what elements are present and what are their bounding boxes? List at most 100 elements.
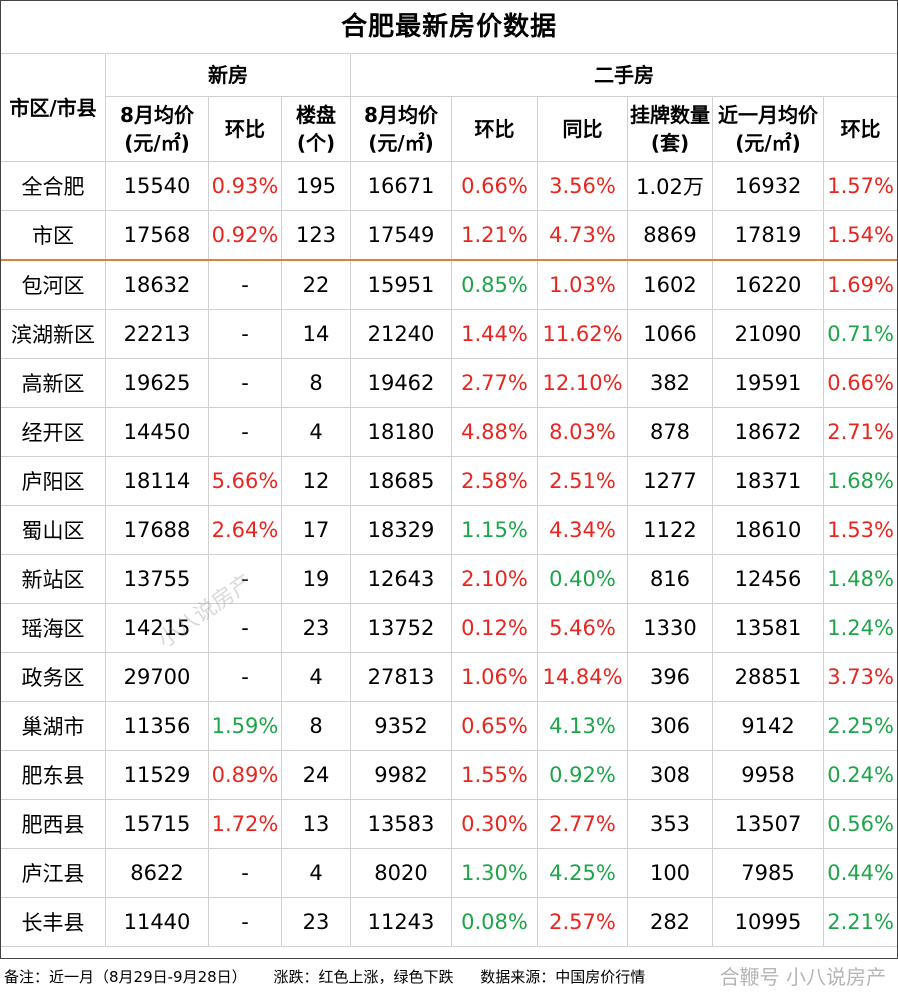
- sh-price-cell: 19462: [350, 358, 452, 408]
- district-cell: 巢湖市: [0, 701, 106, 751]
- sh-mom-cell: 2.58%: [451, 456, 538, 506]
- sh-price-cell: 16671: [350, 161, 452, 211]
- new-mom-cell: -: [208, 554, 282, 604]
- sh-yoy-cell: 4.73%: [537, 210, 628, 261]
- sh-price-header: 8月均价(元/㎡): [350, 96, 452, 162]
- new-projects-cell: 4: [281, 407, 351, 457]
- new-price-cell: 14450: [105, 407, 209, 457]
- sh-listings-cell: 1.02万: [627, 161, 713, 211]
- sh-mom-cell: 1.44%: [451, 309, 538, 359]
- sh-recent-mom-cell: 1.54%: [822, 210, 898, 261]
- new-mom-cell: -: [208, 407, 282, 457]
- new-mom-cell: 1.59%: [208, 701, 282, 751]
- sh-yoy-cell: 0.40%: [537, 554, 628, 604]
- sh-recent-mom-cell: 1.68%: [822, 456, 898, 506]
- sh-mom-cell: 2.10%: [451, 554, 538, 604]
- new-projects-cell: 123: [281, 210, 351, 261]
- house-price-table: 合肥最新房价数据 市区/市县 新房 二手房 8月均价(元/㎡) 环比 楼盘(个)…: [0, 0, 898, 947]
- sh-recent-price-cell: 17819: [712, 210, 824, 261]
- new-projects-cell: 14: [281, 309, 351, 359]
- footer-source: 数据来源：中国房价行情: [480, 968, 646, 986]
- table-row: 瑶海区 14215-23 13752 0.12% 5.46% 1330 13581 1.24%: [0, 603, 898, 653]
- district-cell: 蜀山区: [0, 505, 106, 555]
- table-row: 巢湖市 11356 1.59% 8 9352 0.65% 4.13% 306 9142 2.25%: [0, 701, 898, 751]
- sh-recent-mom-cell: 1.48%: [822, 554, 898, 604]
- table-row: 市区 17568 0.92% 123 17549 1.21% 4.73% 8869 17819 1…: [0, 210, 898, 261]
- table-row: 政务区 29700-4 27813 1.06% 14.84% 396 28851 3.73%: [0, 652, 898, 702]
- sh-price-cell: 18685: [350, 456, 452, 506]
- sh-yoy-cell: 2.51%: [537, 456, 628, 506]
- new-mom-cell: 0.89%: [208, 750, 282, 800]
- sh-yoy-cell: 2.57%: [537, 897, 628, 947]
- sh-mom-cell: 0.30%: [451, 799, 538, 849]
- sh-price-cell: 9352: [350, 701, 452, 751]
- sh-recent-price-cell: 18371: [712, 456, 824, 506]
- sh-recent-price-cell: 9958: [712, 750, 824, 800]
- new-mom-cell: -: [208, 848, 282, 898]
- sh-mom-cell: 0.12%: [451, 603, 538, 653]
- district-cell: 长丰县: [0, 897, 106, 947]
- new-price-cell: 22213: [105, 309, 209, 359]
- sh-yoy-header: 同比: [537, 96, 628, 162]
- new-projects-cell: 17: [281, 505, 351, 555]
- table-row: 肥西县 15715 1.72% 13 13583 0.30% 2.77% 353 13507 0.…: [0, 799, 898, 849]
- new-projects-cell: 12: [281, 456, 351, 506]
- sh-yoy-cell: 3.56%: [537, 161, 628, 211]
- sh-recent-price-cell: 28851: [712, 652, 824, 702]
- new-projects-cell: 195: [281, 161, 351, 211]
- sh-listings-cell: 382: [627, 358, 713, 408]
- sh-recent-mom-cell: 2.71%: [822, 407, 898, 457]
- new-price-cell: 15715: [105, 799, 209, 849]
- table-row: 包河区 18632-22 15951 0.85% 1.03% 1602 16220 1.69%: [0, 259, 898, 310]
- new-projects-cell: 8: [281, 358, 351, 408]
- sh-yoy-cell: 4.13%: [537, 701, 628, 751]
- table-body: 全合肥 15540 0.93% 195 16671 0.66% 3.56% 1.02万 1693…: [0, 161, 898, 947]
- sh-listings-cell: 1122: [627, 505, 713, 555]
- sh-price-cell: 18329: [350, 505, 452, 555]
- sh-price-cell: 11243: [350, 897, 452, 947]
- new-price-cell: 18632: [105, 259, 209, 310]
- new-price-header: 8月均价(元/㎡): [105, 96, 209, 162]
- district-cell: 新站区: [0, 554, 106, 604]
- district-cell: 全合肥: [0, 161, 106, 211]
- new-price-cell: 11356: [105, 701, 209, 751]
- footer-period: 备注：近一月（8月29日-9月28日）: [4, 968, 247, 986]
- sh-mom-cell: 0.65%: [451, 701, 538, 751]
- new-mom-cell: -: [208, 897, 282, 947]
- sh-recent-price-cell: 18672: [712, 407, 824, 457]
- sh-price-cell: 17549: [350, 210, 452, 261]
- sh-mom-cell: 1.15%: [451, 505, 538, 555]
- sh-yoy-cell: 4.34%: [537, 505, 628, 555]
- sh-price-cell: 27813: [350, 652, 452, 702]
- sh-recent-mom-cell: 0.71%: [822, 309, 898, 359]
- new-projects-cell: 19: [281, 554, 351, 604]
- sh-yoy-cell: 14.84%: [537, 652, 628, 702]
- second-hand-group-header: 二手房: [349, 53, 898, 97]
- sh-mom-cell: 0.08%: [451, 897, 538, 947]
- sh-listings-cell: 8869: [627, 210, 713, 261]
- sh-listings-cell: 816: [627, 554, 713, 604]
- sh-price-cell: 13752: [350, 603, 452, 653]
- sh-price-cell: 21240: [350, 309, 452, 359]
- new-price-cell: 13755: [105, 554, 209, 604]
- new-mom-cell: -: [208, 652, 282, 702]
- sh-recent-price-header: 近一月均价(元/㎡): [712, 96, 824, 162]
- sh-recent-price-cell: 16932: [712, 161, 824, 211]
- sh-recent-mom-cell: 1.69%: [822, 259, 898, 310]
- new-price-cell: 15540: [105, 161, 209, 211]
- sh-recent-mom-cell: 1.53%: [822, 505, 898, 555]
- sh-yoy-cell: 1.03%: [537, 259, 628, 310]
- sh-recent-mom-cell: 0.24%: [822, 750, 898, 800]
- sh-recent-price-cell: 12456: [712, 554, 824, 604]
- new-price-cell: 17688: [105, 505, 209, 555]
- sh-yoy-cell: 0.92%: [537, 750, 628, 800]
- new-projects-cell: 24: [281, 750, 351, 800]
- sh-recent-mom-cell: 0.44%: [822, 848, 898, 898]
- sh-listings-cell: 1602: [627, 259, 713, 310]
- sh-mom-cell: 1.21%: [451, 210, 538, 261]
- sh-listings-cell: 878: [627, 407, 713, 457]
- sh-recent-price-cell: 21090: [712, 309, 824, 359]
- new-projects-cell: 23: [281, 897, 351, 947]
- sh-recent-price-cell: 9142: [712, 701, 824, 751]
- table-row: 滨湖新区 22213-14 21240 1.44% 11.62% 1066 21090 0.7…: [0, 309, 898, 359]
